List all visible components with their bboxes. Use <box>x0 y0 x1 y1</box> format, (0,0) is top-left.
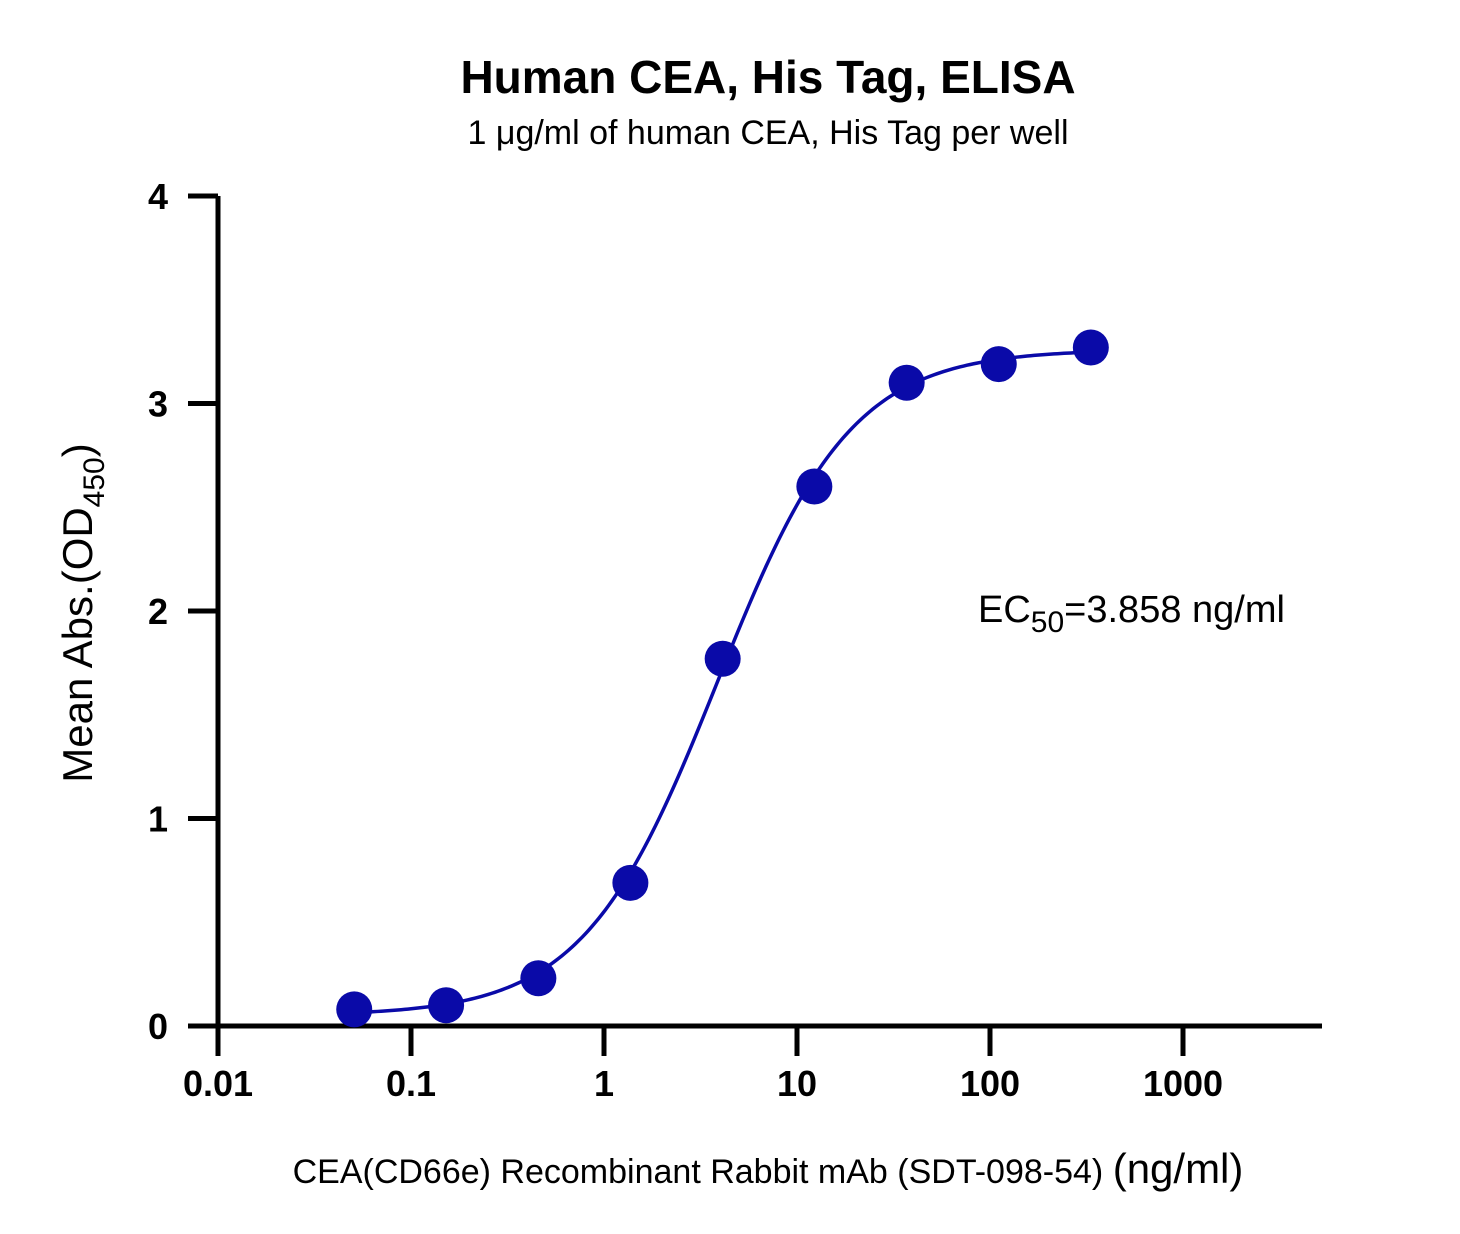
y-tick-label: 2 <box>148 591 168 632</box>
x-tick-label: 1000 <box>1143 1063 1223 1104</box>
x-tick-label: 0.1 <box>386 1063 436 1104</box>
y-tick-label: 1 <box>148 799 168 840</box>
data-point <box>980 346 1017 383</box>
y-axis-label-main: Mean Abs.(OD <box>54 507 101 782</box>
ec50-annotation-prefix: EC <box>978 589 1031 631</box>
ec50-annotation-subscript: 50 <box>1031 606 1064 639</box>
ec50-annotation-value: =3.858 ng/ml <box>1064 589 1285 631</box>
data-point <box>796 468 833 505</box>
x-tick-label: 10 <box>777 1063 817 1104</box>
chart-subtitle: 1 μg/ml of human CEA, His Tag per well <box>468 114 1069 152</box>
chart-title: Human CEA, His Tag, ELISA <box>460 51 1075 103</box>
y-axis-label-subscript: 450 <box>78 457 111 507</box>
fit-curve <box>354 350 1091 1015</box>
data-point <box>612 864 649 901</box>
data-point <box>888 364 925 401</box>
x-axis-ticks: 0.01 0.1 1 10 100 1000 <box>183 1026 1223 1104</box>
ec50-annotation: EC50=3.858 ng/ml <box>978 589 1285 639</box>
y-tick-label: 3 <box>148 384 168 425</box>
data-point <box>1072 329 1109 366</box>
y-axis-label: Mean Abs.(OD450) <box>54 443 111 783</box>
x-tick-label: 100 <box>960 1063 1020 1104</box>
data-point <box>428 987 465 1024</box>
y-axis-ticks: 0 1 2 3 4 <box>148 176 218 1047</box>
y-axis-label-close: ) <box>54 443 101 457</box>
data-point <box>520 960 557 997</box>
x-tick-label: 0.01 <box>183 1063 253 1104</box>
y-tick-label: 0 <box>148 1006 168 1047</box>
data-point <box>704 640 741 677</box>
x-tick-label: 1 <box>594 1063 614 1104</box>
x-axis-label-unit: (ng/ml) <box>1113 1145 1244 1192</box>
data-point <box>336 991 373 1028</box>
x-axis-label: CEA(CD66e) Recombinant Rabbit mAb (SDT-0… <box>293 1145 1244 1192</box>
data-points <box>336 329 1109 1028</box>
y-tick-label: 4 <box>148 176 168 217</box>
x-axis-label-main: CEA(CD66e) Recombinant Rabbit mAb (SDT-0… <box>293 1153 1104 1191</box>
